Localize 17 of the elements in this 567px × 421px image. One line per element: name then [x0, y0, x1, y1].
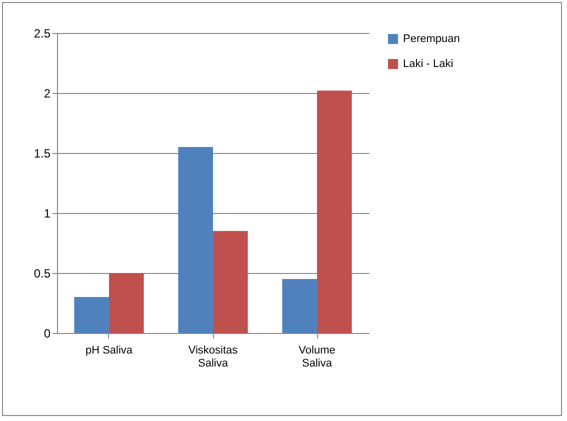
y-tick-label: 1 — [44, 206, 51, 220]
bar — [282, 279, 317, 333]
y-tick-label: 2 — [44, 86, 51, 100]
y-tick-label: 1.5 — [34, 146, 51, 160]
x-tick-label: pH Saliva — [85, 344, 134, 356]
bar — [74, 297, 109, 333]
legend-label: Laki - Laki — [403, 58, 454, 70]
bar — [317, 90, 352, 333]
bar — [178, 147, 213, 333]
bar — [213, 231, 248, 333]
x-tick-label: Volume Saliva — [298, 344, 336, 370]
y-tick-label: 0.5 — [34, 266, 51, 280]
legend-label: Perempuan — [403, 33, 460, 45]
x-tick-label: Viskositas Saliva — [188, 344, 238, 370]
bar — [109, 273, 144, 333]
y-tick-label: 0 — [44, 326, 51, 340]
y-tick-label: 2.5 — [34, 26, 51, 40]
